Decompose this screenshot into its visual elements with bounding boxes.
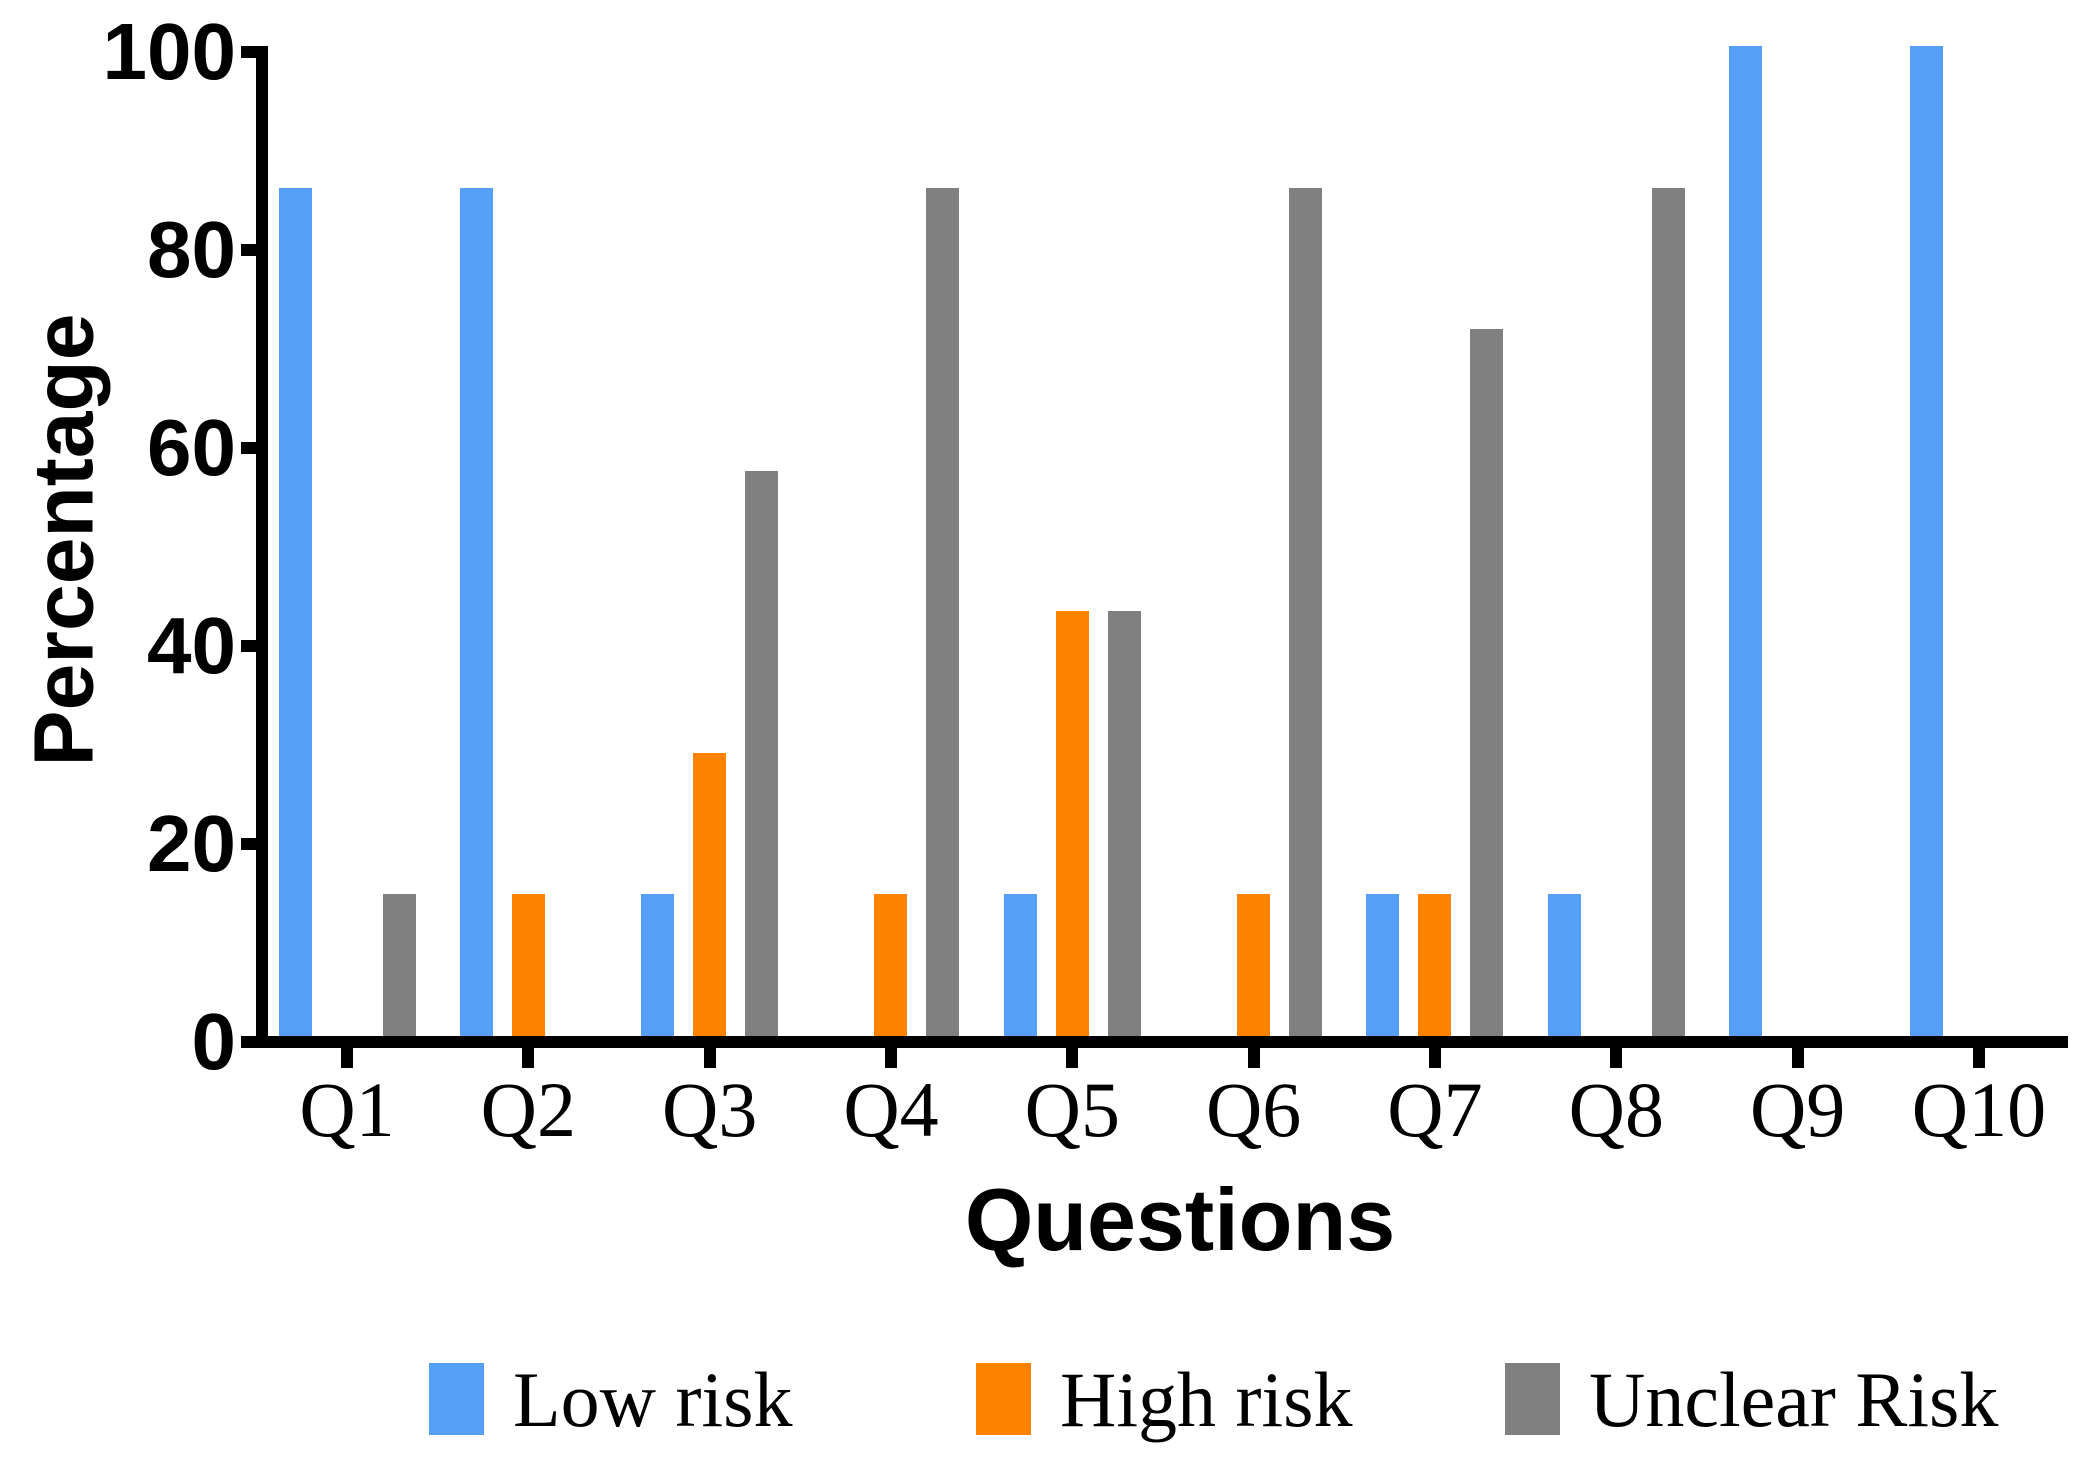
x-tick xyxy=(884,1048,897,1068)
legend-label: Low risk xyxy=(513,1356,793,1443)
bar-q7-low-risk xyxy=(1366,894,1400,1036)
bar-q6-unclear-risk xyxy=(1289,187,1323,1036)
y-tick xyxy=(241,1036,256,1048)
x-tick xyxy=(1791,1048,1804,1068)
bar-q3-high-risk xyxy=(693,752,727,1036)
legend-label: Unclear Risk xyxy=(1589,1356,1999,1443)
x-tick-label: Q6 xyxy=(1205,1066,1302,1153)
bar-q2-low-risk xyxy=(459,187,493,1036)
y-tick-label: 0 xyxy=(191,997,237,1086)
y-tick-label: 60 xyxy=(147,403,236,492)
bar-q4-high-risk xyxy=(874,894,908,1036)
x-tick-label: Q5 xyxy=(1024,1066,1120,1153)
y-tick xyxy=(241,442,256,454)
legend-swatch-high-risk xyxy=(976,1363,1031,1435)
x-tick xyxy=(1972,1048,1985,1068)
y-axis-title: Percentage xyxy=(16,313,111,767)
legend-label: High risk xyxy=(1060,1356,1353,1443)
x-tick-label: Q7 xyxy=(1387,1066,1483,1153)
x-tick-label: Q3 xyxy=(661,1066,758,1153)
x-tick-label: Q8 xyxy=(1568,1066,1664,1153)
x-axis-line xyxy=(256,1036,2068,1048)
y-tick xyxy=(241,46,256,58)
bar-q9-low-risk xyxy=(1729,46,1763,1036)
y-tick-label: 40 xyxy=(147,601,236,690)
x-tick-label: Q4 xyxy=(843,1066,939,1153)
bar-q6-high-risk xyxy=(1237,894,1271,1036)
bar-q5-low-risk xyxy=(1003,894,1037,1036)
bar-q1-low-risk xyxy=(278,187,312,1036)
bar-q3-unclear-risk xyxy=(745,470,779,1036)
bar-q8-unclear-risk xyxy=(1651,187,1685,1036)
x-axis-title: Questions xyxy=(964,1170,1396,1269)
x-tick xyxy=(522,1048,535,1068)
bar-q1-unclear-risk xyxy=(382,894,416,1036)
x-tick xyxy=(1610,1048,1623,1068)
x-tick-label: Q10 xyxy=(1911,1066,2047,1153)
bar-q8-low-risk xyxy=(1547,894,1581,1036)
legend-swatch-low-risk xyxy=(429,1363,484,1435)
bar-q4-unclear-risk xyxy=(926,187,960,1036)
y-tick-label: 80 xyxy=(147,205,236,294)
x-tick xyxy=(341,1048,353,1068)
bar-q10-low-risk xyxy=(1910,46,1944,1036)
x-tick xyxy=(1066,1048,1079,1068)
y-tick xyxy=(241,244,256,256)
bar-q7-high-risk xyxy=(1418,894,1452,1036)
bar-q2-high-risk xyxy=(511,894,545,1036)
x-tick-label: Q1 xyxy=(299,1066,395,1153)
bar-q5-unclear-risk xyxy=(1107,611,1141,1036)
bar-q5-high-risk xyxy=(1055,611,1089,1036)
legend-swatch-unclear-risk xyxy=(1505,1363,1560,1435)
y-tick xyxy=(241,838,256,850)
x-tick-label: Q2 xyxy=(480,1066,576,1153)
x-tick xyxy=(1428,1048,1441,1068)
y-axis-line xyxy=(256,46,268,1048)
y-tick xyxy=(241,640,256,652)
y-tick-label: 100 xyxy=(102,7,236,96)
x-tick xyxy=(703,1048,716,1068)
bar-q3-low-risk xyxy=(641,894,675,1036)
bar-q7-unclear-risk xyxy=(1470,329,1504,1036)
y-tick-label: 20 xyxy=(147,799,236,888)
x-tick-label: Q9 xyxy=(1749,1066,1846,1153)
x-tick xyxy=(1247,1048,1260,1068)
